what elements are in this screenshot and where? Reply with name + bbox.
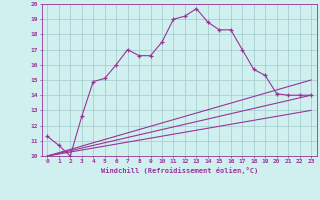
X-axis label: Windchill (Refroidissement éolien,°C): Windchill (Refroidissement éolien,°C)	[100, 167, 258, 174]
